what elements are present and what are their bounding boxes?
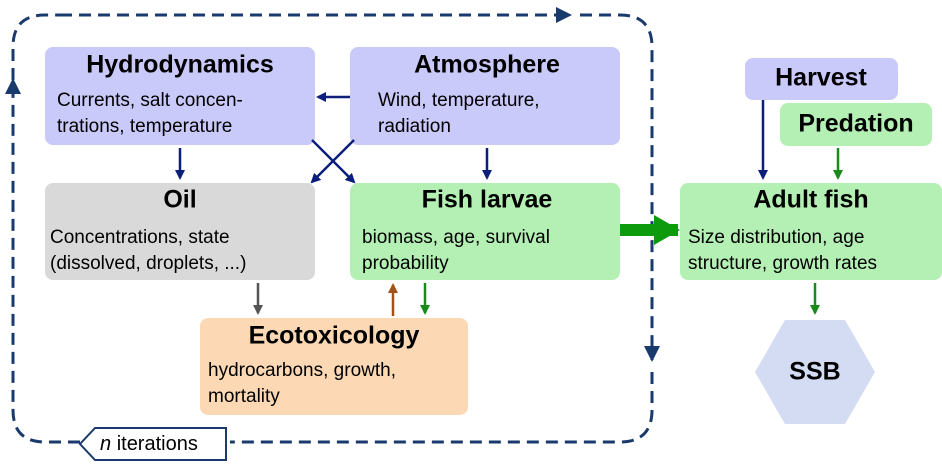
loop-label: n iterations [100, 433, 198, 455]
node-title: Predation [798, 110, 913, 138]
node-text: Wind, temperature, [378, 90, 540, 111]
node-title: Hydrodynamics [86, 51, 274, 79]
node-text: biomass, age, survival [362, 227, 550, 248]
loop-variable: n [100, 433, 111, 455]
node-text: mortality [208, 386, 280, 407]
node-title: Oil [163, 186, 196, 214]
node-box [45, 183, 315, 280]
arrows [175, 92, 843, 316]
loop-label-box [78, 427, 227, 461]
node-title: Harvest [775, 64, 867, 92]
node-text: (dissolved, droplets, ...) [50, 253, 246, 274]
node-text: hydrocarbons, growth, [208, 360, 396, 381]
node-title: SSB [789, 358, 840, 386]
node-text: radiation [378, 116, 451, 137]
node-text: Size distribution, age [688, 227, 864, 248]
node-hexagon [755, 320, 875, 424]
node-box [745, 58, 898, 100]
loop-text: iterations [117, 433, 198, 455]
node-box [350, 47, 620, 145]
node-text: probability [362, 253, 449, 274]
node-box [680, 183, 942, 280]
node-text: Concentrations, state [50, 227, 230, 248]
node-box [200, 318, 468, 415]
node-text: structure, growth rates [688, 253, 877, 274]
node-title: Adult fish [753, 186, 868, 214]
node-box [350, 183, 620, 280]
loop [5, 7, 660, 444]
node-text: trations, temperature [57, 116, 232, 137]
node-title: Ecotoxicology [249, 322, 420, 350]
node-title: Fish larvae [422, 186, 553, 214]
node-title: Atmosphere [414, 51, 560, 79]
node-text: Currents, salt concen- [57, 90, 243, 111]
node-box [45, 47, 315, 145]
node-box [780, 103, 932, 146]
